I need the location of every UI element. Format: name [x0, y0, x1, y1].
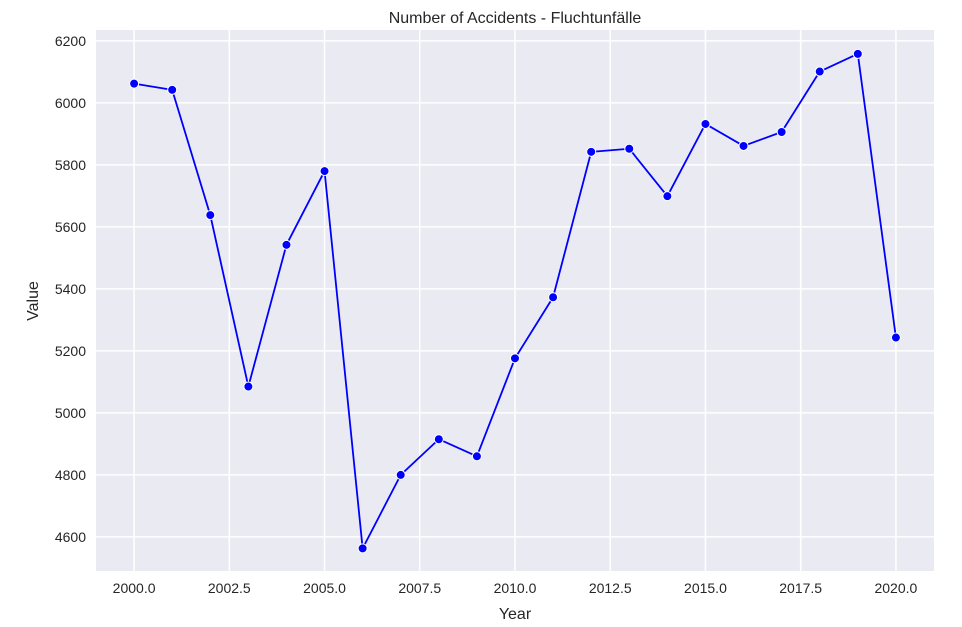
data-point	[624, 143, 635, 154]
x-tick-label: 2002.5	[208, 580, 251, 596]
data-point	[281, 239, 292, 250]
x-axis-ticks: 2000.0 2002.5 2005.0 2007.5 2010.0 2012.5 2015…	[113, 580, 918, 596]
y-tick-label: 5600	[55, 219, 86, 235]
y-tick-label: 6000	[55, 95, 86, 111]
chart-title: Number of Accidents - Fluchtunfälle	[389, 10, 642, 27]
data-point	[510, 353, 520, 364]
y-tick-label: 4800	[55, 467, 86, 483]
data-point	[776, 126, 787, 137]
data-point	[167, 84, 178, 95]
data-point	[852, 48, 863, 59]
y-tick-label: 5800	[55, 157, 86, 173]
data-point	[471, 451, 482, 462]
y-tick-label: 4600	[55, 529, 86, 545]
data-series	[129, 48, 901, 554]
data-point	[357, 543, 368, 554]
x-tick-label: 2005.0	[303, 580, 346, 596]
data-point	[700, 118, 711, 129]
grid-lines	[96, 30, 934, 571]
data-point	[433, 434, 444, 445]
data-point	[129, 78, 140, 89]
data-point	[319, 166, 330, 177]
x-tick-label: 2010.0	[494, 580, 537, 596]
x-axis-label: Year	[499, 606, 532, 623]
y-tick-label: 5400	[55, 281, 86, 297]
data-point	[395, 469, 406, 480]
data-point	[243, 381, 254, 392]
x-tick-label: 2000.0	[113, 580, 156, 596]
y-axis-label: Value	[25, 281, 42, 321]
x-tick-label: 2020.0	[874, 580, 917, 596]
data-point	[890, 332, 901, 343]
y-tick-label: 6200	[55, 33, 86, 49]
data-point	[662, 191, 673, 202]
y-tick-label: 5200	[55, 343, 86, 359]
data-point	[738, 140, 749, 151]
x-tick-label: 2017.5	[779, 580, 822, 596]
data-point	[814, 66, 825, 77]
x-tick-label: 2015.0	[684, 580, 727, 596]
data-point	[548, 292, 559, 303]
y-tick-label: 5000	[55, 405, 86, 421]
x-tick-label: 2007.5	[398, 580, 441, 596]
x-tick-label: 2012.5	[589, 580, 632, 596]
y-axis-ticks: 4600 4800 5000 5200 5400 5600 5800 6000 6200	[55, 33, 86, 545]
data-point	[205, 210, 216, 221]
data-point	[586, 146, 597, 157]
